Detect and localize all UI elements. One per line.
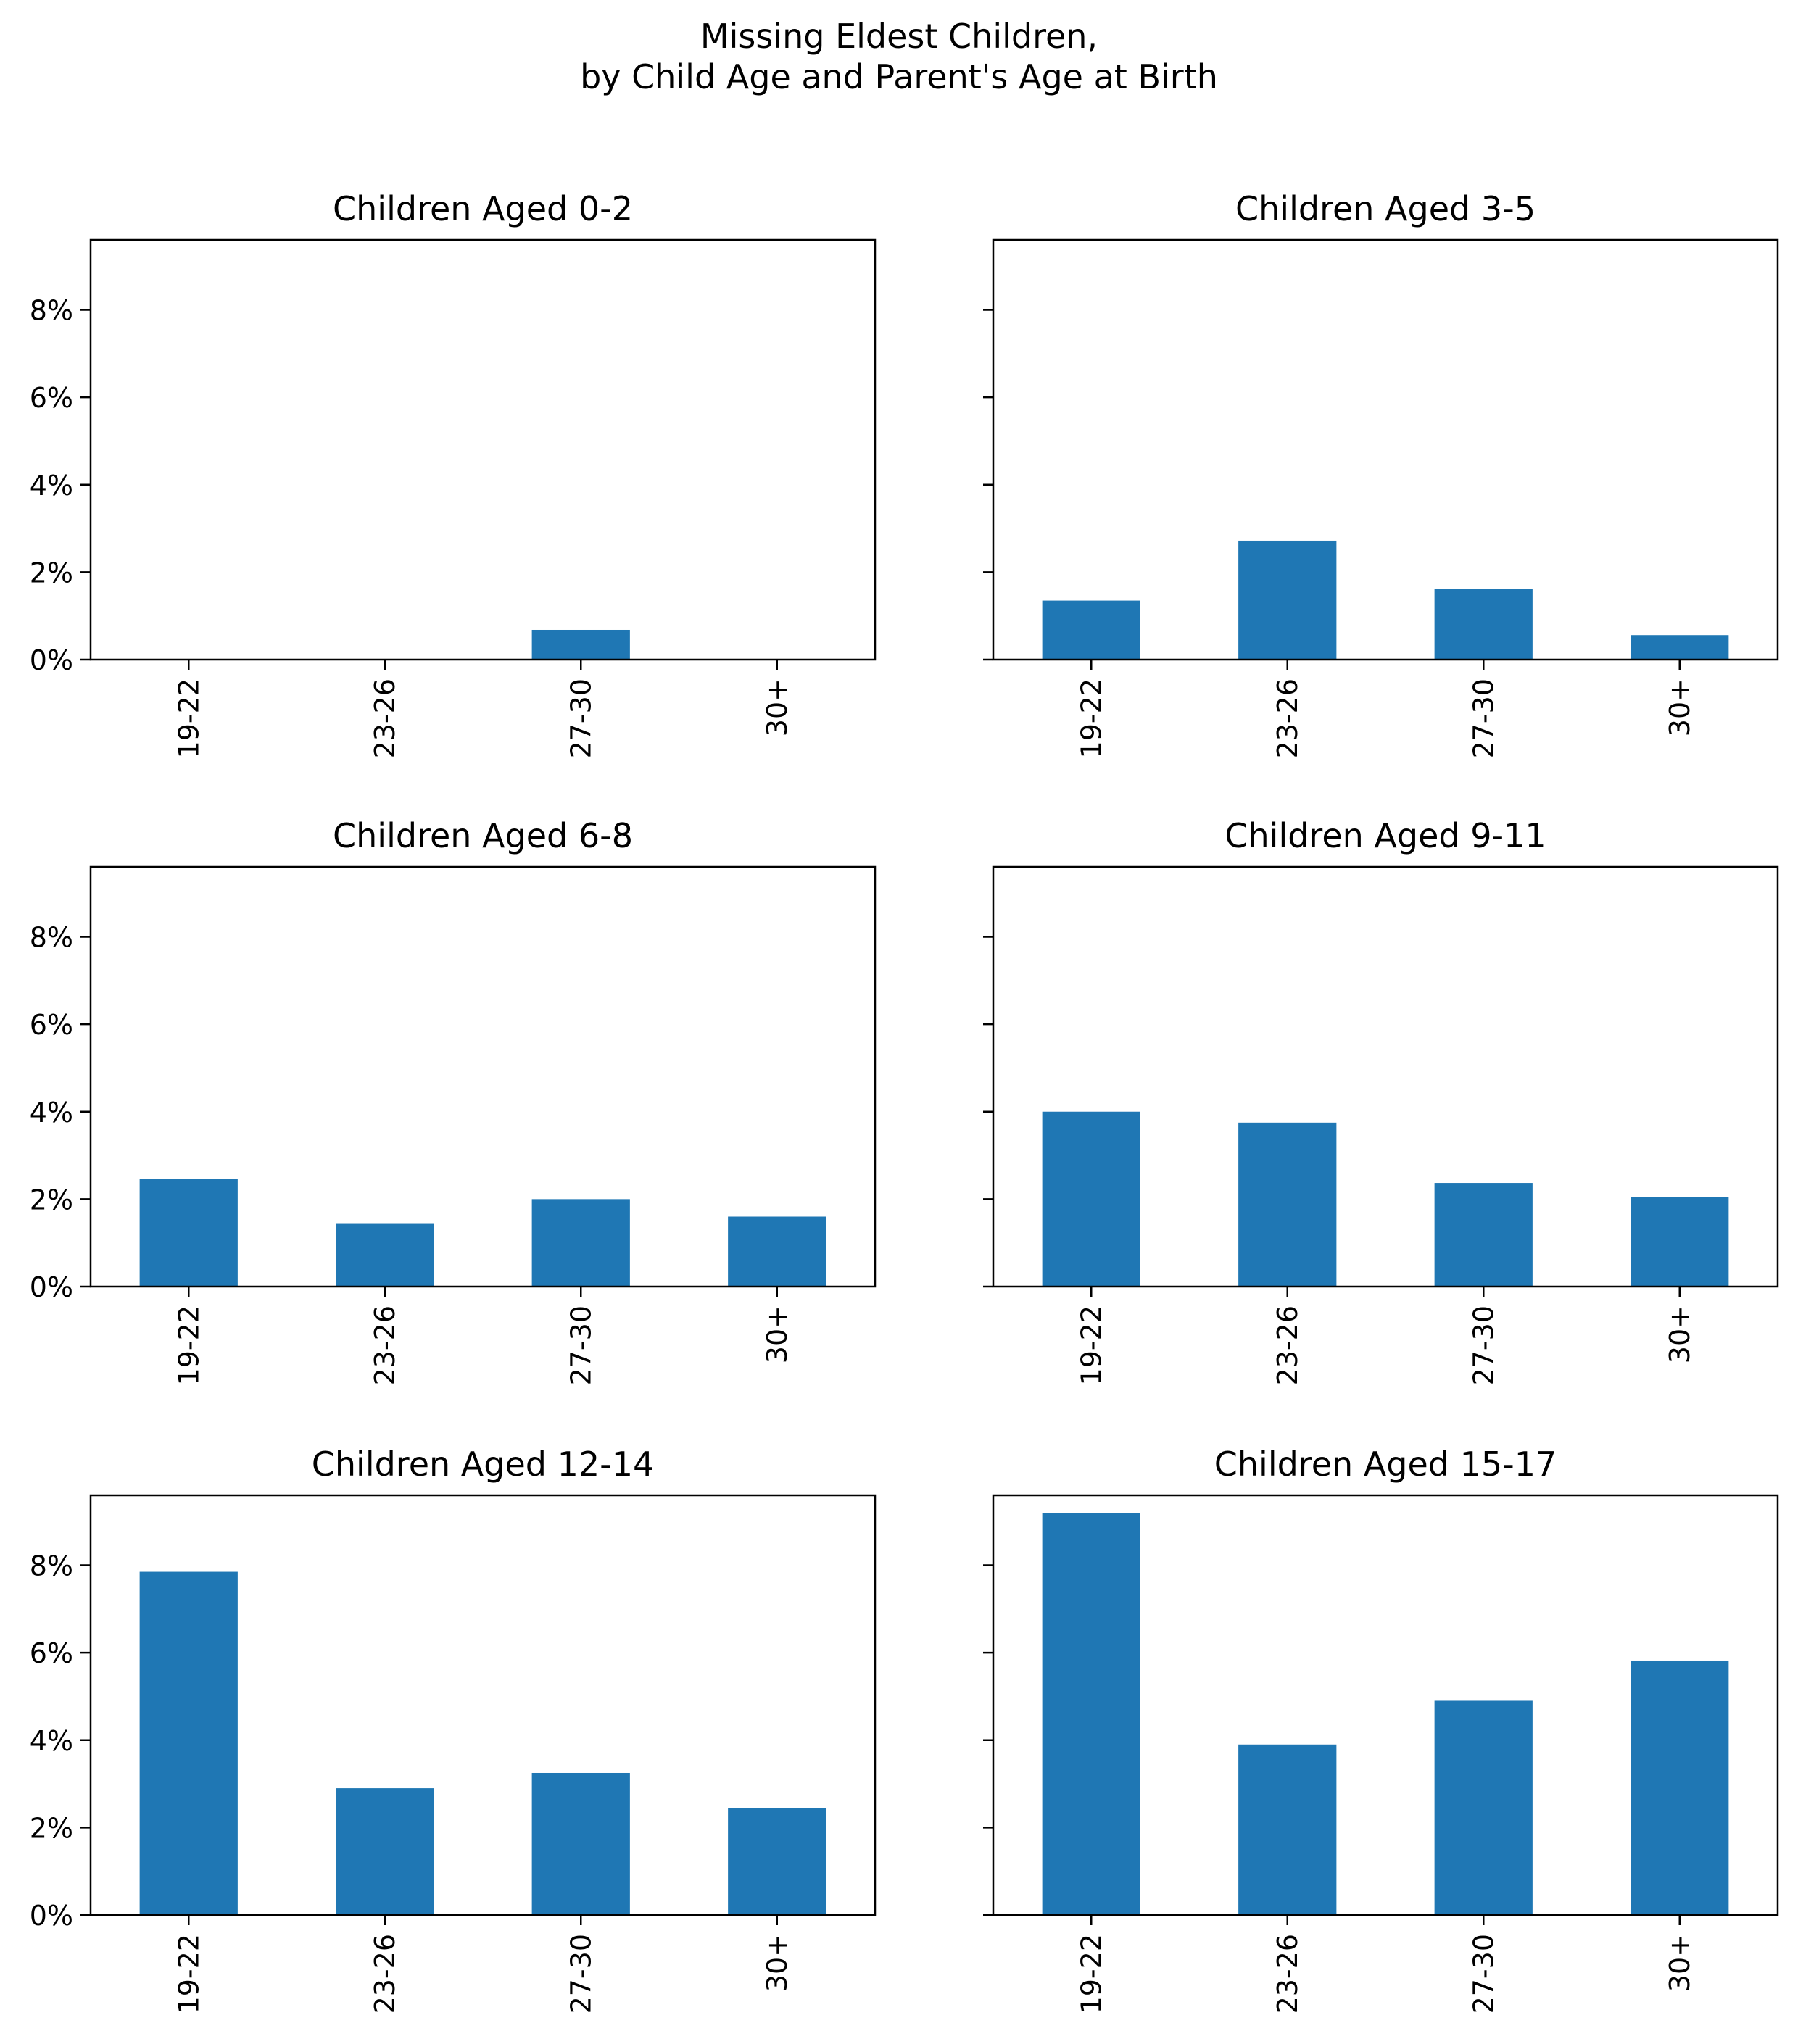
bar-19-22 xyxy=(139,1571,238,1915)
axes-frame xyxy=(992,865,1779,1288)
y-tick-label: 8% xyxy=(30,295,73,327)
subplot-1: Children Aged 0-2 0% 2% 4% 6% 8% 19-22 23-26 27-… xyxy=(30,189,877,758)
y-tick-label: 8% xyxy=(30,1550,73,1582)
x-tick-label: 27-30 xyxy=(1467,1305,1499,1385)
bar-30plus xyxy=(728,1808,826,1915)
figure-title-line-1: Missing Eldest Children, xyxy=(700,17,1098,56)
x-tick-label: 23-26 xyxy=(369,678,401,758)
bar-23-26 xyxy=(336,1788,434,1915)
x-tick-label: 30+ xyxy=(761,1305,793,1363)
bar-27-30 xyxy=(1434,1183,1533,1287)
bar-27-30 xyxy=(1434,1700,1533,1915)
axes-frame xyxy=(89,865,877,1288)
x-tick-label: 19-22 xyxy=(173,678,204,758)
y-tick-label: 6% xyxy=(30,1009,73,1041)
x-tick-label: 19-22 xyxy=(1075,1305,1107,1385)
y-tick-label: 0% xyxy=(30,1271,73,1303)
axes-frame xyxy=(992,1494,1779,1916)
x-tick-label: 30+ xyxy=(1664,678,1696,736)
y-tick-label: 2% xyxy=(30,1812,73,1844)
x-tick-label: 30+ xyxy=(1664,1305,1696,1363)
figure-title-line-2: by Child Age and Parent's Age at Birth xyxy=(580,57,1218,96)
bar-30plus xyxy=(728,1216,826,1287)
x-tick-label: 27-30 xyxy=(565,678,597,758)
x-tick-label: 19-22 xyxy=(173,1934,204,2014)
bar-19-22 xyxy=(1042,600,1140,660)
y-tick-label: 4% xyxy=(30,1725,73,1757)
axes-frame xyxy=(89,238,877,661)
bar-30plus xyxy=(1631,635,1729,660)
x-tick-label: 19-22 xyxy=(1075,678,1107,758)
bar-27-30 xyxy=(531,1199,630,1287)
y-tick-label: 4% xyxy=(30,470,73,502)
subplot-title: Children Aged 12-14 xyxy=(312,1445,654,1484)
bar-27-30 xyxy=(1434,589,1533,660)
bar-27-30 xyxy=(531,629,630,660)
subplot-title: Children Aged 0-2 xyxy=(333,189,633,228)
y-tick-label: 8% xyxy=(30,922,73,954)
x-tick-label: 27-30 xyxy=(565,1934,597,2014)
subplot-5: Children Aged 12-14 0% 2% 4% 6% 8% 19-22 23-26 2… xyxy=(30,1445,877,2014)
bar-23-26 xyxy=(336,1223,434,1287)
x-tick-label: 23-26 xyxy=(1272,1934,1304,2014)
x-tick-label: 30+ xyxy=(761,1934,793,1992)
bar-19-22 xyxy=(1042,1111,1140,1287)
x-tick-label: 23-26 xyxy=(1272,1305,1304,1385)
y-tick-label: 2% xyxy=(30,1184,73,1216)
figure-title: Missing Eldest Children, by Child Age an… xyxy=(0,16,1798,97)
bar-23-26 xyxy=(1238,1744,1337,1915)
x-tick-label: 27-30 xyxy=(1467,678,1499,758)
subplot-6: Children Aged 15-17 19-22 23-26 27-30 30+ xyxy=(983,1445,1779,2014)
subplot-title: Children Aged 9-11 xyxy=(1225,816,1546,855)
bar-27-30 xyxy=(531,1772,630,1915)
subplot-title: Children Aged 6-8 xyxy=(333,816,633,855)
x-tick-label: 27-30 xyxy=(565,1305,597,1385)
bar-23-26 xyxy=(1238,1122,1337,1287)
subplot-2: Children Aged 3-5 19-22 23-26 27-30 30+ xyxy=(983,189,1779,758)
subplot-title: Children Aged 15-17 xyxy=(1214,1445,1557,1484)
y-tick-label: 2% xyxy=(30,557,73,589)
y-tick-label: 0% xyxy=(30,1900,73,1932)
subplot-title: Children Aged 3-5 xyxy=(1235,189,1536,228)
x-tick-label: 27-30 xyxy=(1467,1934,1499,2014)
bar-23-26 xyxy=(1238,540,1337,660)
bar-30plus xyxy=(1631,1660,1729,1915)
x-tick-label: 19-22 xyxy=(1075,1934,1107,2014)
subplot-3: Children Aged 6-8 0% 2% 4% 6% 8% 19-22 23-26 27-… xyxy=(30,816,877,1385)
x-tick-label: 23-26 xyxy=(369,1305,401,1385)
bar-19-22 xyxy=(1042,1513,1140,1915)
y-tick-label: 6% xyxy=(30,382,73,414)
y-tick-label: 4% xyxy=(30,1097,73,1129)
y-tick-label: 6% xyxy=(30,1637,73,1669)
y-tick-label: 0% xyxy=(30,644,73,676)
x-tick-label: 30+ xyxy=(1664,1934,1696,1992)
x-tick-label: 23-26 xyxy=(369,1934,401,2014)
x-tick-label: 30+ xyxy=(761,678,793,736)
bar-19-22 xyxy=(139,1179,238,1287)
x-tick-label: 23-26 xyxy=(1272,678,1304,758)
axes-frame xyxy=(992,238,1779,661)
axes-frame xyxy=(89,1494,877,1916)
x-tick-label: 19-22 xyxy=(173,1305,204,1385)
subplot-4: Children Aged 9-11 19-22 23-26 27-30 30+ xyxy=(983,816,1779,1385)
bar-30plus xyxy=(1631,1197,1729,1287)
